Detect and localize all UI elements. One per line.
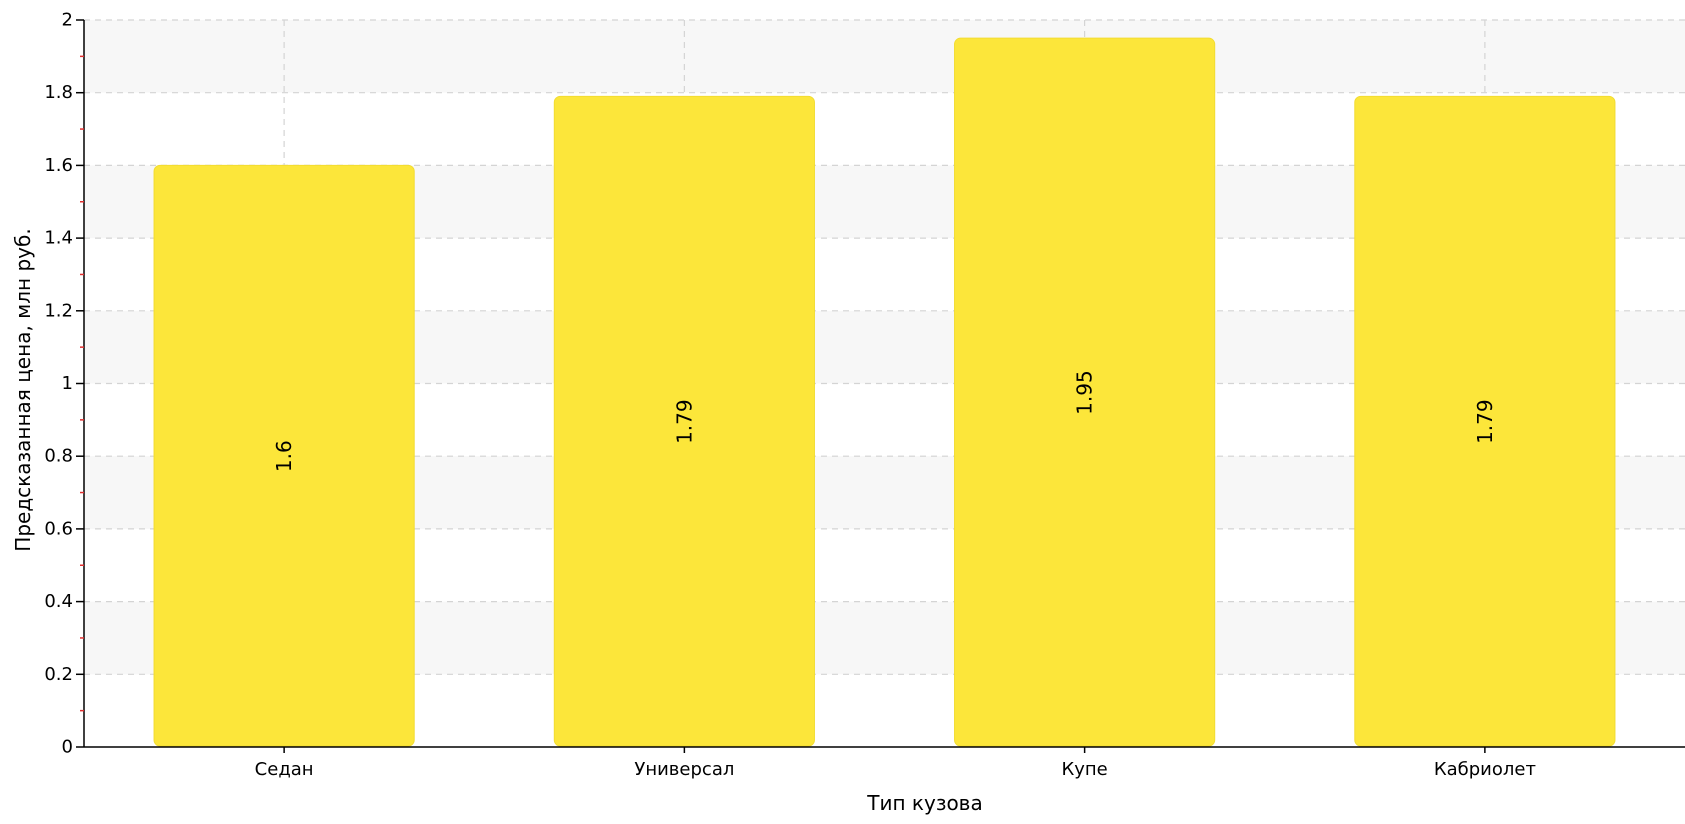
x-tick-label: Седан <box>255 759 314 780</box>
grid-band <box>84 20 1685 93</box>
y-tick-label: 0.4 <box>44 591 73 612</box>
bar-Кабриолет[interactable] <box>1354 95 1616 747</box>
y-tick-label: 0.8 <box>44 446 73 467</box>
y-axis-title: Предсказанная цена, млн руб. <box>11 228 35 551</box>
bar-value-label: 1.6 <box>272 440 296 472</box>
bar-value-label: 1.79 <box>672 399 696 444</box>
y-tick-label: 0.6 <box>44 518 73 539</box>
x-tick-label: Купе <box>1061 759 1107 780</box>
y-tick-label: 0 <box>62 737 73 758</box>
bar-Седан[interactable] <box>153 164 415 747</box>
x-tick-label: Универсал <box>634 759 734 780</box>
bar-value-label: 1.79 <box>1473 399 1497 444</box>
y-tick-label: 1.4 <box>44 228 73 249</box>
y-tick-label: 2 <box>62 10 73 31</box>
bar-value-label: 1.95 <box>1073 370 1097 415</box>
y-tick-label: 1.2 <box>44 300 73 321</box>
y-tick-label: 1.8 <box>44 82 73 103</box>
x-axis-title: Тип кузова <box>866 791 982 815</box>
y-axis-ticks: 0 0.2 0.4 0.6 0.8 1 1.2 1.4 1.6 1.8 2 <box>44 10 84 758</box>
y-tick-label: 0.2 <box>44 664 73 685</box>
bar-Универсал[interactable] <box>553 95 815 747</box>
bar-Купе[interactable] <box>954 37 1216 747</box>
y-tick-label: 1 <box>62 373 73 394</box>
x-tick-label: Кабриолет <box>1434 759 1536 780</box>
bars: 1.6 1.79 1.95 1.79 <box>153 37 1616 747</box>
y-tick-label: 1.6 <box>44 155 73 176</box>
x-axis-ticks: Седан Универсал Купе Кабриолет <box>255 747 1536 780</box>
